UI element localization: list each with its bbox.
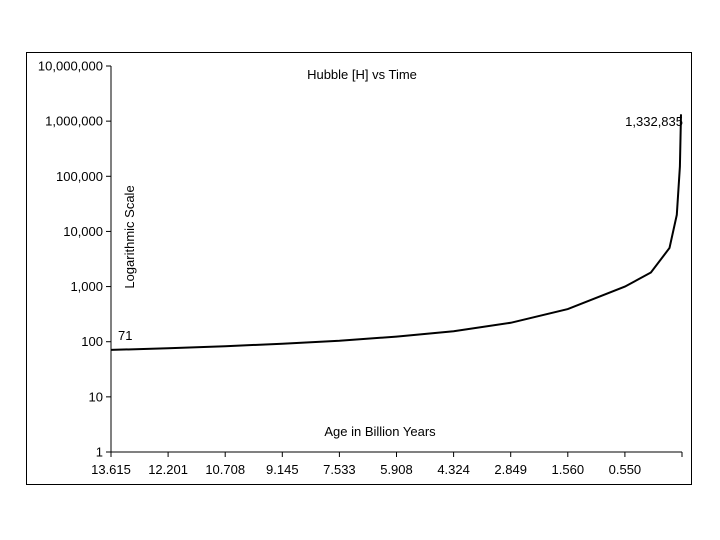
y-tick-label: 10,000,000 [38, 59, 103, 74]
y-tick-label: 1,000,000 [45, 114, 103, 129]
annotation-end-value: 1,332,835 [625, 114, 683, 129]
x-tick-label: 5.908 [380, 462, 413, 477]
x-axis-label: Age in Billion Years [324, 424, 436, 439]
y-axis-label: Logarithmic Scale [122, 185, 137, 288]
x-tick-label: 10.708 [205, 462, 245, 477]
x-tick-label: 13.615 [91, 462, 131, 477]
x-tick-label: 2.849 [494, 462, 527, 477]
y-tick-label: 1,000 [70, 279, 103, 294]
x-tick-label: 4.324 [437, 462, 470, 477]
y-tick-label: 1 [96, 445, 103, 460]
chart-frame [26, 52, 692, 485]
x-tick-label: 9.145 [266, 462, 299, 477]
tick-labels: 1 10 100 1,000 10,000 100,000 1,000,000 10,000,… [38, 59, 641, 478]
x-tick-label: 0.550 [609, 462, 642, 477]
x-tick-label: 1.560 [552, 462, 585, 477]
x-tick-label: 12.201 [148, 462, 188, 477]
y-tick-label: 10,000 [63, 224, 103, 239]
series-line [110, 114, 682, 351]
axes [106, 65, 683, 457]
y-tick-label: 10 [89, 389, 103, 404]
y-tick-label: 100 [81, 334, 103, 349]
chart-title: Hubble [H] vs Time [307, 67, 417, 82]
annotation-start-value: 71 [118, 328, 132, 343]
x-tick-label: 7.533 [323, 462, 356, 477]
y-tick-label: 100,000 [56, 169, 103, 184]
